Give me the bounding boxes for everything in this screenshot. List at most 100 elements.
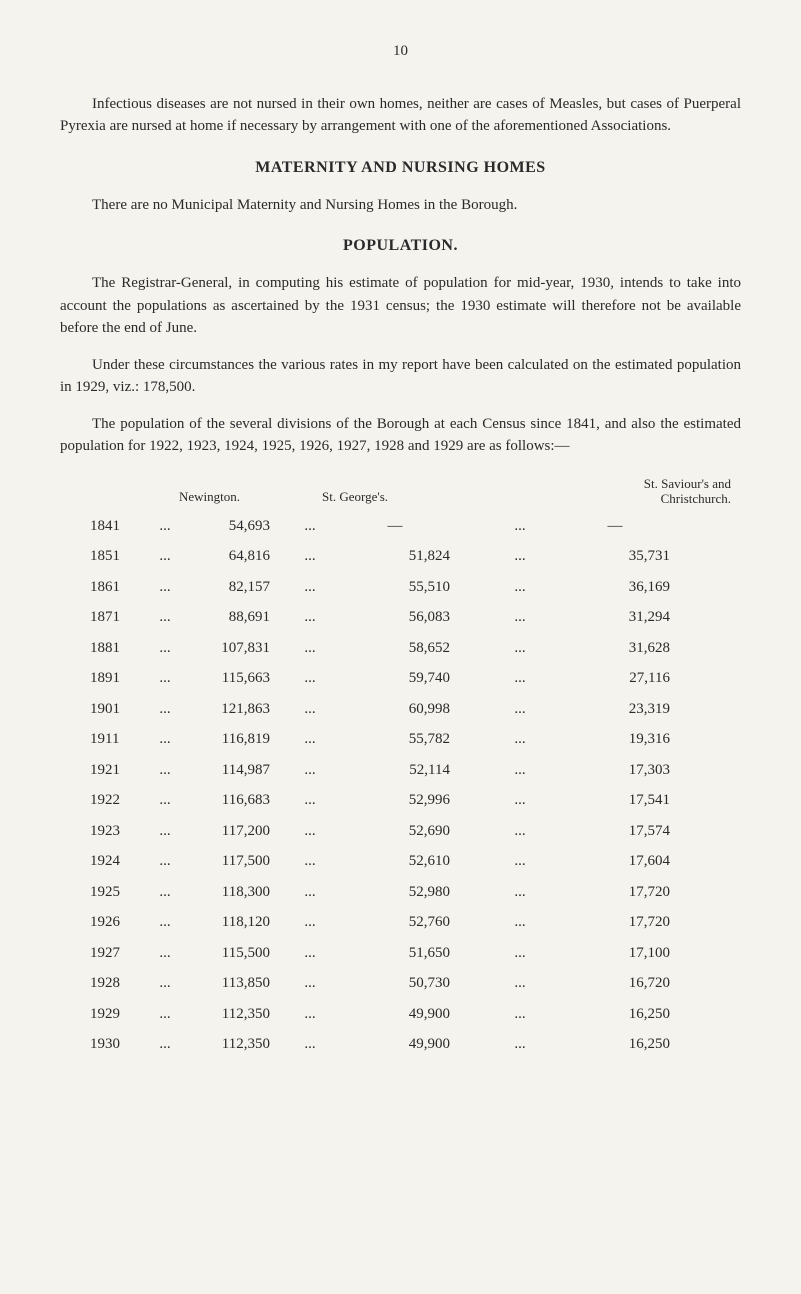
cell-saviour: — (560, 515, 690, 538)
dots-separator: ... (150, 820, 180, 843)
dots-separator: ... (150, 1003, 180, 1026)
cell-george: 52,996 (340, 789, 480, 812)
cell-year: 1924 (60, 850, 150, 873)
cell-year: 1901 (60, 698, 150, 721)
cell-year: 1891 (60, 667, 150, 690)
dots-separator: ... (280, 1003, 340, 1026)
cell-year: 1927 (60, 942, 150, 965)
dots-separator: ... (280, 942, 340, 965)
cell-george: 51,650 (340, 942, 480, 965)
cell-year: 1871 (60, 606, 150, 629)
dots-separator: ... (150, 698, 180, 721)
dots-separator: ... (280, 667, 340, 690)
cell-george: 58,652 (340, 637, 480, 660)
table-header-row: Newington. St. George's. St. Saviour's a… (60, 472, 741, 511)
dots-separator: ... (150, 942, 180, 965)
cell-george: 52,760 (340, 911, 480, 934)
paragraph-2: There are no Municipal Maternity and Nur… (60, 194, 741, 217)
cell-newington: 115,663 (180, 667, 280, 690)
cell-newington: 117,500 (180, 850, 280, 873)
table-row: 1923...117,200...52,690...17,574 (60, 816, 741, 847)
cell-george: 55,510 (340, 576, 480, 599)
cell-year: 1922 (60, 789, 150, 812)
dots-separator: ... (280, 637, 340, 660)
cell-saviour: 17,541 (560, 789, 690, 812)
dots-separator: ... (150, 789, 180, 812)
cell-newington: 117,200 (180, 820, 280, 843)
heading-population: POPULATION. (60, 234, 741, 258)
cell-george: 60,998 (340, 698, 480, 721)
cell-saviour: 27,116 (560, 667, 690, 690)
dots-separator: ... (480, 911, 560, 934)
dots-separator: ... (280, 850, 340, 873)
cell-saviour: 19,316 (560, 728, 690, 751)
cell-saviour: 23,319 (560, 698, 690, 721)
cell-year: 1841 (60, 515, 150, 538)
cell-george: 52,114 (340, 759, 480, 782)
cell-george: 51,824 (340, 545, 480, 568)
dots-separator: ... (150, 911, 180, 934)
cell-newington: 113,850 (180, 972, 280, 995)
cell-year: 1925 (60, 881, 150, 904)
cell-year: 1861 (60, 576, 150, 599)
cell-george: 55,782 (340, 728, 480, 751)
cell-saviour: 17,303 (560, 759, 690, 782)
dots-separator: ... (480, 942, 560, 965)
dots-separator: ... (150, 759, 180, 782)
table-row: 1851...64,816...51,824...35,731 (60, 541, 741, 572)
cell-year: 1928 (60, 972, 150, 995)
dots-separator: ... (480, 606, 560, 629)
cell-year: 1923 (60, 820, 150, 843)
dots-separator: ... (280, 515, 340, 538)
header-saviour-line2: Christchurch. (661, 491, 731, 506)
cell-year: 1881 (60, 637, 150, 660)
table-body: 1841...54,693...—...—1851...64,816...51,… (60, 511, 741, 1060)
dots-separator: ... (480, 789, 560, 812)
dots-separator: ... (150, 728, 180, 751)
cell-year: 1851 (60, 545, 150, 568)
dots-separator: ... (150, 637, 180, 660)
cell-newington: 114,987 (180, 759, 280, 782)
table-row: 1925...118,300...52,980...17,720 (60, 877, 741, 908)
cell-george: 52,610 (340, 850, 480, 873)
dots-separator: ... (480, 850, 560, 873)
cell-saviour: 36,169 (560, 576, 690, 599)
table-row: 1929...112,350...49,900...16,250 (60, 999, 741, 1030)
dots-separator: ... (280, 759, 340, 782)
dots-separator: ... (480, 1033, 560, 1056)
cell-newington: 64,816 (180, 545, 280, 568)
page-number: 10 (60, 40, 741, 63)
table-row: 1841...54,693...—...— (60, 511, 741, 542)
paragraph-3: The Registrar-General, in computing his … (60, 272, 741, 340)
cell-george: 50,730 (340, 972, 480, 995)
cell-saviour: 17,720 (560, 881, 690, 904)
cell-year: 1930 (60, 1033, 150, 1056)
dots-separator: ... (280, 698, 340, 721)
dots-separator: ... (280, 881, 340, 904)
dots-separator: ... (150, 545, 180, 568)
paragraph-1: Infectious diseases are not nursed in th… (60, 93, 741, 138)
cell-newington: 112,350 (180, 1003, 280, 1026)
cell-year: 1929 (60, 1003, 150, 1026)
dots-separator: ... (480, 759, 560, 782)
dots-separator: ... (280, 972, 340, 995)
cell-george: 59,740 (340, 667, 480, 690)
cell-newington: 116,683 (180, 789, 280, 812)
dots-separator: ... (280, 545, 340, 568)
dots-separator: ... (480, 545, 560, 568)
cell-saviour: 16,250 (560, 1003, 690, 1026)
dots-separator: ... (480, 515, 560, 538)
header-george: St. George's. (270, 487, 440, 507)
cell-saviour: 17,720 (560, 911, 690, 934)
dots-separator: ... (150, 1033, 180, 1056)
cell-newington: 118,120 (180, 911, 280, 934)
dots-separator: ... (480, 972, 560, 995)
cell-newington: 54,693 (180, 515, 280, 538)
table-row: 1911...116,819...55,782...19,316 (60, 724, 741, 755)
cell-saviour: 31,628 (560, 637, 690, 660)
table-row: 1930...112,350...49,900...16,250 (60, 1029, 741, 1060)
table-row: 1922...116,683...52,996...17,541 (60, 785, 741, 816)
cell-george: — (340, 515, 480, 538)
cell-newington: 107,831 (180, 637, 280, 660)
dots-separator: ... (280, 576, 340, 599)
